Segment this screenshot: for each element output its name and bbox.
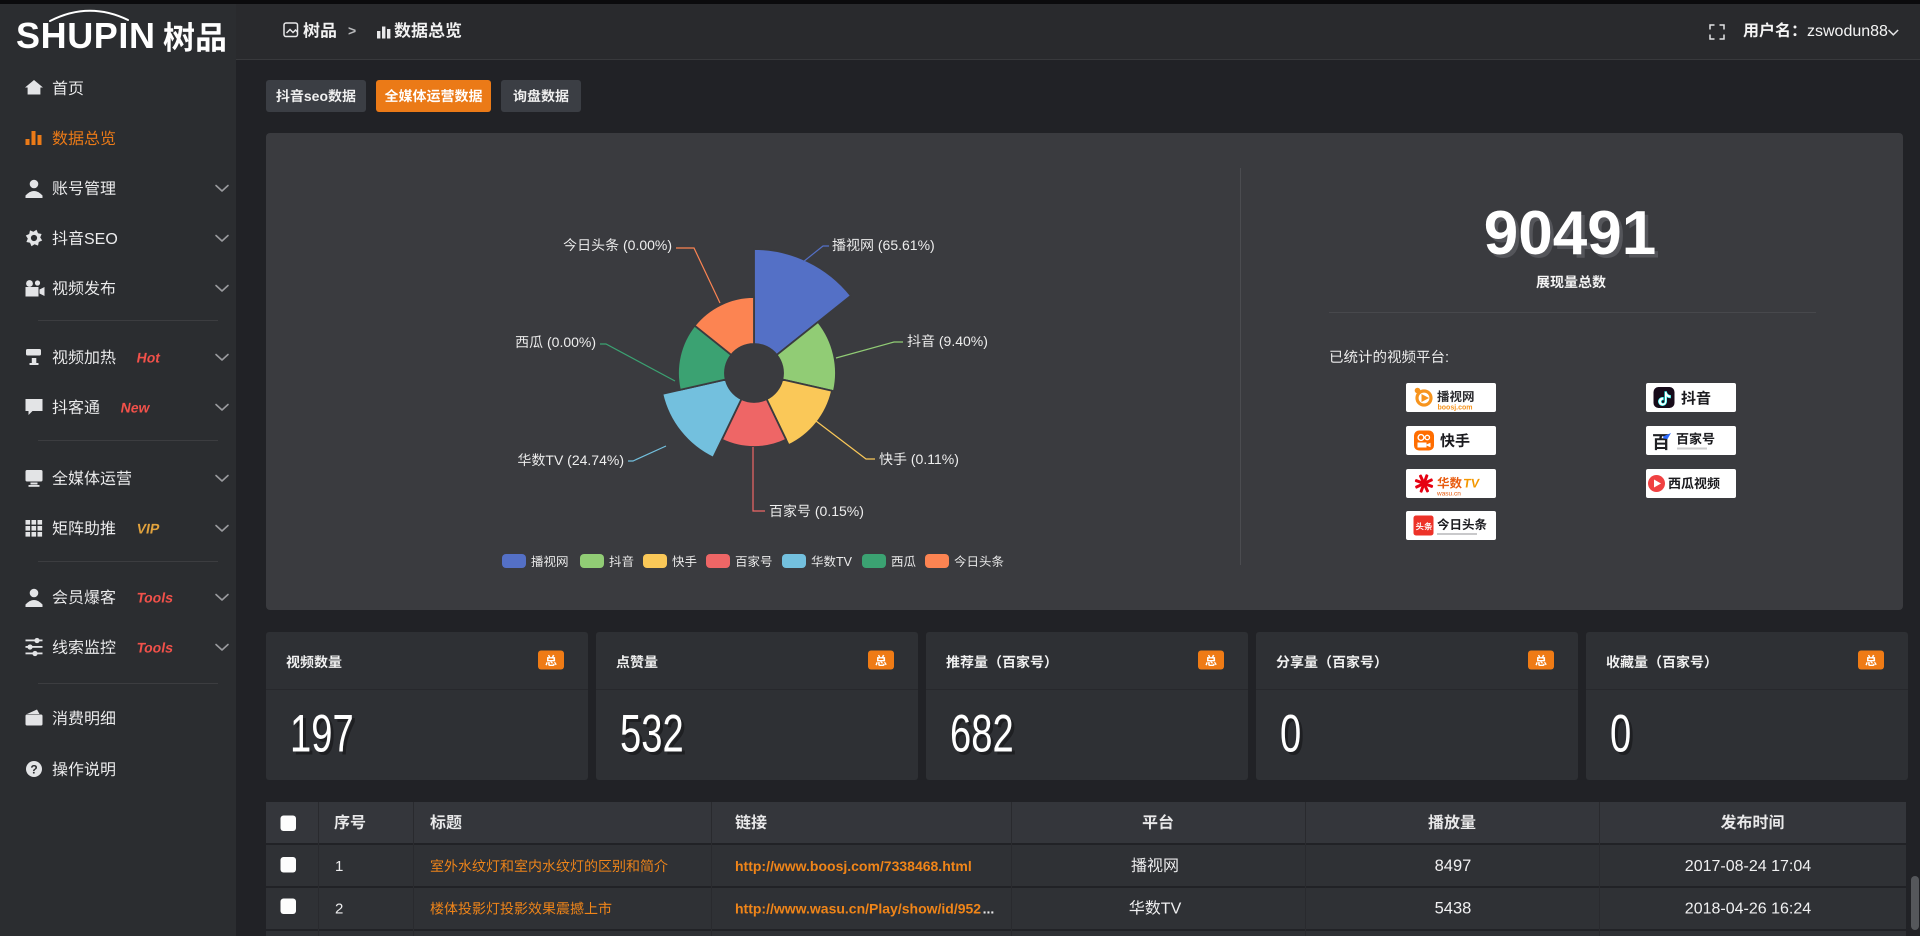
- svg-text:...: ...: [983, 901, 995, 917]
- svg-text:VIP: VIP: [135, 521, 160, 537]
- svg-text:boosj.com: boosj.com: [1438, 405, 1473, 412]
- svg-text:0: 0: [1610, 703, 1631, 763]
- svg-text:2: 2: [335, 901, 343, 918]
- svg-text:Tools: Tools: [135, 640, 174, 656]
- svg-text:0: 0: [1613, 706, 1634, 766]
- svg-text:(9.40%): (9.40%): [935, 333, 988, 349]
- svg-text:TV: TV: [1161, 901, 1182, 918]
- svg-text::: :: [1445, 350, 1449, 366]
- svg-text:532: 532: [620, 703, 684, 763]
- svg-text:90491: 90491: [1484, 199, 1656, 268]
- svg-text:0: 0: [1280, 703, 1301, 763]
- svg-text:Tools: Tools: [135, 590, 174, 606]
- svg-text:682: 682: [950, 703, 1014, 763]
- svg-text:197: 197: [293, 706, 357, 766]
- svg-text:TV (24.74%): TV (24.74%): [545, 452, 624, 468]
- svg-text:5438: 5438: [1435, 900, 1472, 918]
- svg-text:?: ?: [30, 762, 37, 776]
- svg-text:SEO: SEO: [84, 231, 118, 248]
- svg-text:TV: TV: [1462, 477, 1481, 491]
- svg-text:SHUPIN: SHUPIN: [16, 15, 156, 56]
- svg-text:http://www.boosj.com/7338468.h: http://www.boosj.com/7338468.html: [735, 858, 972, 874]
- svg-text:New: New: [119, 400, 151, 416]
- svg-text:2017-08-24 17:04: 2017-08-24 17:04: [1685, 858, 1811, 875]
- svg-text:>: >: [348, 23, 356, 39]
- svg-text:(65.61%): (65.61%): [874, 237, 935, 253]
- svg-text:Hot: Hot: [135, 350, 161, 366]
- svg-text:wasu.cn: wasu.cn: [1436, 491, 1461, 498]
- svg-text:http://www.wasu.cn/Play/show/i: http://www.wasu.cn/Play/show/id/952: [735, 901, 981, 917]
- svg-text:0: 0: [1283, 706, 1304, 766]
- svg-text:90491: 90491: [1487, 203, 1659, 272]
- svg-text:zswodun88: zswodun88: [1807, 23, 1888, 40]
- svg-text:532: 532: [623, 706, 687, 766]
- svg-text:(0.00%): (0.00%): [543, 334, 596, 350]
- svg-text:(0.15%): (0.15%): [811, 503, 864, 519]
- svg-text:682: 682: [953, 706, 1017, 766]
- svg-text:(0.11%): (0.11%): [907, 451, 959, 467]
- svg-text:1: 1: [335, 858, 343, 875]
- svg-text:seo: seo: [304, 88, 328, 104]
- svg-text:8497: 8497: [1435, 857, 1472, 875]
- svg-text:TV: TV: [836, 555, 853, 569]
- svg-text:2018-04-26 16:24: 2018-04-26 16:24: [1685, 901, 1811, 918]
- svg-text:197: 197: [290, 703, 354, 763]
- svg-text:(0.00%): (0.00%): [619, 237, 672, 253]
